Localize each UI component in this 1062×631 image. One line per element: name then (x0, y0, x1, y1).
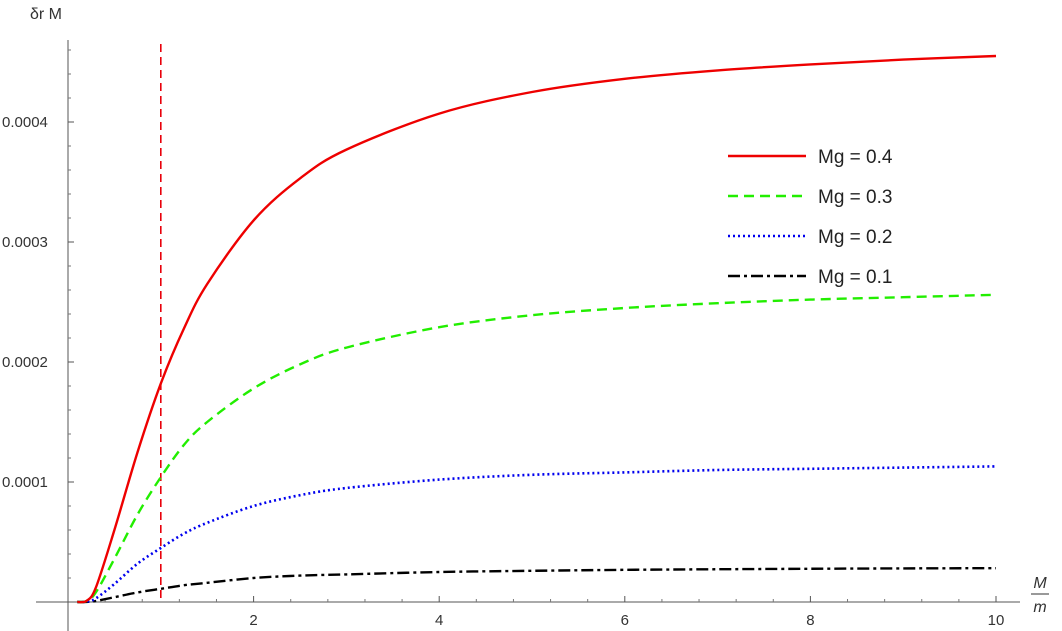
y-tick-label: 0.0001 (2, 474, 48, 491)
legend-label-1: Mg = 0.4 (818, 147, 893, 168)
x-axis-label-denominator: m (1033, 599, 1046, 616)
legend-label-2: Mg = 0.3 (818, 187, 892, 208)
y-tick-label: 0.0002 (2, 354, 48, 371)
y-axis-label: δr M (30, 6, 62, 23)
legend-label-3: Mg = 0.2 (818, 227, 892, 248)
legend-label-4: Mg = 0.1 (818, 267, 892, 288)
legend: Mg = 0.4 Mg = 0.3 Mg = 0.2 Mg = 0.1 (728, 147, 893, 288)
series-group (77, 54, 997, 604)
y-tick-label: 0.0004 (2, 114, 48, 131)
x-tick-label: 2 (249, 612, 257, 629)
series-line-1 (77, 54, 997, 604)
axes (36, 40, 1020, 631)
series-line-3 (77, 465, 997, 604)
x-tick-label: 6 (621, 612, 629, 629)
x-tick-label: 10 (988, 612, 1005, 629)
series-line-4 (77, 566, 997, 604)
x-axis-label-numerator: M (1033, 575, 1047, 592)
ticks: 2 4 6 8 10 0.0001 0.0002 0.0003 0.0004 (2, 49, 1005, 629)
x-tick-label: 8 (806, 612, 814, 629)
y-tick-label: 0.0003 (2, 234, 48, 251)
series-line-2 (77, 293, 997, 604)
x-tick-label: 4 (435, 612, 443, 629)
